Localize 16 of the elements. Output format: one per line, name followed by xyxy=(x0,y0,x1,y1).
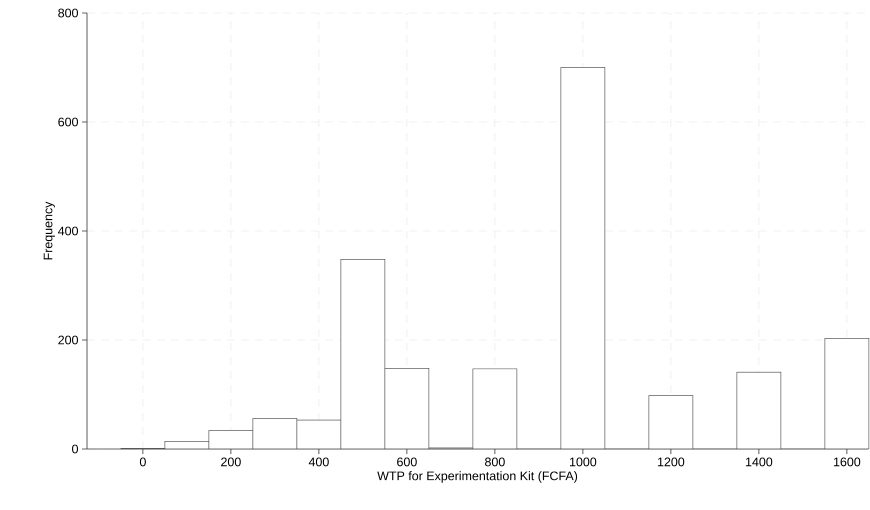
x-tick-label: 1200 xyxy=(658,458,684,466)
x-axis-title: WTP for Experimentation Kit (FCFA) xyxy=(377,471,578,483)
x-tick-label: 0 xyxy=(140,458,146,466)
x-tick-label: 400 xyxy=(308,458,329,466)
x-tick-label: 200 xyxy=(221,458,241,466)
y-tick-label: 0 xyxy=(72,444,78,454)
y-tick-label: 400 xyxy=(58,226,78,236)
x-tick-label: 1400 xyxy=(746,458,772,466)
x-tick-label: 1600 xyxy=(834,458,860,466)
y-tick-label: 600 xyxy=(58,118,78,126)
x-tick-label: 1000 xyxy=(570,458,596,466)
y-axis-title: Frequency xyxy=(44,202,55,260)
y-tick-label: 200 xyxy=(58,336,78,344)
x-tick-label: 800 xyxy=(485,458,505,466)
x-tick-label: 600 xyxy=(397,458,417,466)
y-tick-label: 800 xyxy=(58,8,78,18)
